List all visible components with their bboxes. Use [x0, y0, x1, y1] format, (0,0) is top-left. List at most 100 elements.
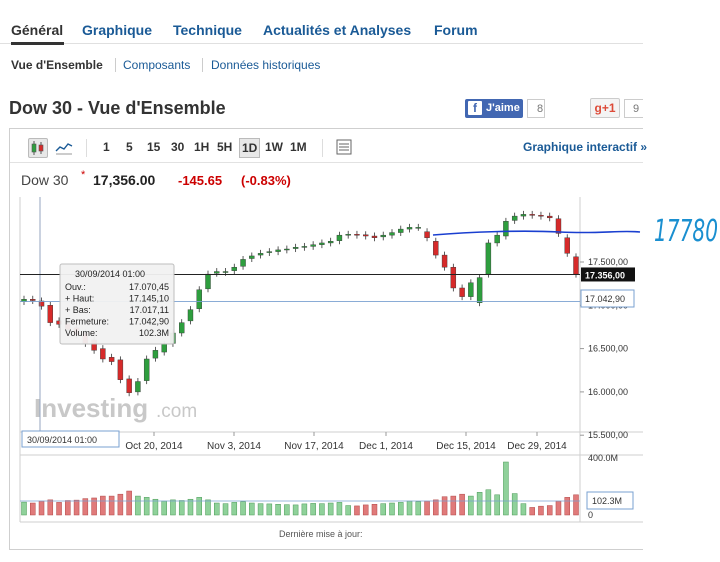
- volume-bar: [240, 501, 246, 516]
- candle-body: [476, 277, 483, 303]
- candle-body: [450, 266, 457, 289]
- volume-bar: [345, 505, 351, 516]
- last-price-label: 17.356,00: [585, 270, 625, 280]
- tab-actualites[interactable]: Actualités et Analyses: [263, 22, 412, 38]
- investing-watermark-suffix: .com: [156, 401, 197, 422]
- volume-bar: [327, 502, 334, 516]
- subtab-divider: [115, 58, 116, 72]
- price-tick-label: 16.500,00: [588, 344, 628, 354]
- volume-bar: [319, 503, 325, 516]
- volume-bar: [196, 497, 202, 516]
- tab-forum[interactable]: Forum: [434, 22, 478, 38]
- tooltip-date: 30/09/2014 01:00: [75, 269, 145, 279]
- price-change-percent: (-0.83%): [241, 173, 291, 188]
- candle-body: [196, 289, 202, 309]
- facebook-like-label: J'aime: [486, 102, 520, 114]
- volume-bar: [205, 499, 211, 516]
- volume-bar: [494, 494, 500, 516]
- crosshair-volume-label: 102.3M: [592, 496, 622, 506]
- volume-bar: [336, 502, 343, 516]
- volume-bar: [468, 495, 474, 516]
- last-price: 17,356.00: [93, 172, 156, 188]
- candlestick-chart-icon[interactable]: [28, 138, 48, 158]
- active-tab-indicator: [11, 42, 64, 45]
- subtab-donnees-historiques[interactable]: Données historiques: [211, 58, 321, 72]
- candle-body: [573, 256, 579, 275]
- candle-body: [117, 359, 124, 380]
- line-chart-icon[interactable]: [55, 138, 75, 158]
- subtab-composants[interactable]: Composants: [123, 58, 191, 72]
- investing-watermark: Investing: [34, 393, 148, 423]
- last-update-label: Dernière mise à jour:: [279, 529, 363, 539]
- tooltip-label: + Haut:: [65, 294, 94, 304]
- volume-bar: [56, 502, 62, 516]
- tooltip-label: + Bas:: [65, 305, 91, 315]
- candle-body: [345, 234, 351, 236]
- period-1w[interactable]: 1W: [265, 140, 283, 154]
- period-5[interactable]: 5: [126, 140, 133, 154]
- facebook-icon: f: [468, 101, 482, 115]
- volume-bar: [406, 500, 413, 516]
- subtab-vue-ensemble[interactable]: Vue d'Ensemble: [11, 58, 103, 72]
- candle-body: [108, 357, 115, 362]
- candle-body: [529, 214, 535, 216]
- google-plus-button[interactable]: g+1: [590, 98, 620, 118]
- period-15[interactable]: 15: [147, 140, 161, 154]
- candle-body: [564, 237, 570, 254]
- interactive-chart-link[interactable]: Graphique interactif »: [523, 140, 648, 154]
- volume-bar: [380, 503, 386, 516]
- tooltip-value: 17.042,90: [129, 317, 169, 327]
- volume-bar: [275, 504, 281, 516]
- candle-body: [319, 242, 325, 245]
- tab-technique[interactable]: Technique: [173, 22, 242, 38]
- toolbar-divider: [86, 139, 87, 157]
- volume-bar: [292, 504, 299, 516]
- candle-body: [389, 232, 395, 236]
- table-view-icon[interactable]: [335, 138, 355, 158]
- volume-bar: [266, 503, 273, 516]
- candle-body: [301, 246, 308, 248]
- tab-graphique[interactable]: Graphique: [82, 22, 153, 38]
- volume-bar: [284, 504, 290, 516]
- period-1d[interactable]: 1D: [239, 138, 261, 158]
- volume-bar: [520, 503, 527, 516]
- crosshair-price-label: 17.042,90: [585, 294, 625, 304]
- period-1[interactable]: 1: [103, 140, 110, 154]
- volume-bar: [82, 498, 89, 516]
- candle-body: [398, 228, 404, 233]
- date-tick-label: Dec 15, 2014: [436, 441, 496, 452]
- period-1m[interactable]: 1M: [290, 140, 307, 154]
- candle-body: [222, 271, 229, 273]
- main-tabs: Général Graphique Technique Actualités e…: [0, 18, 643, 45]
- facebook-like-count: 8: [527, 99, 545, 118]
- volume-bar: [441, 496, 448, 516]
- tooltip-label: Volume:: [65, 328, 98, 338]
- volume-bar: [362, 504, 369, 516]
- price-tick-label: 15.500,00: [588, 430, 628, 440]
- period-1h[interactable]: 1H: [194, 140, 210, 154]
- period-30[interactable]: 30: [171, 140, 185, 154]
- volume-bar: [143, 497, 150, 516]
- period-5h[interactable]: 5H: [217, 140, 233, 154]
- volume-bar: [573, 494, 579, 516]
- candle-body: [459, 287, 465, 297]
- volume-bar: [117, 493, 124, 516]
- volume-bar: [354, 505, 360, 516]
- candle-body: [275, 249, 281, 252]
- tab-general[interactable]: Général: [11, 22, 64, 38]
- candle-body: [47, 305, 53, 323]
- volume-bar: [511, 493, 518, 516]
- volume-bar: [389, 502, 395, 516]
- candle-body: [257, 253, 264, 256]
- date-tick-label: Oct 20, 2014: [125, 441, 183, 452]
- volume-bar: [538, 505, 544, 516]
- volume-bar: [30, 502, 36, 516]
- candle-body: [205, 273, 211, 290]
- candle-body: [433, 241, 439, 256]
- date-tick-label: Dec 1, 2014: [359, 441, 413, 452]
- volume-bar: [398, 502, 404, 516]
- facebook-like-button[interactable]: f J'aime: [465, 99, 523, 118]
- volume-bar: [564, 497, 570, 516]
- candle-body: [187, 309, 194, 322]
